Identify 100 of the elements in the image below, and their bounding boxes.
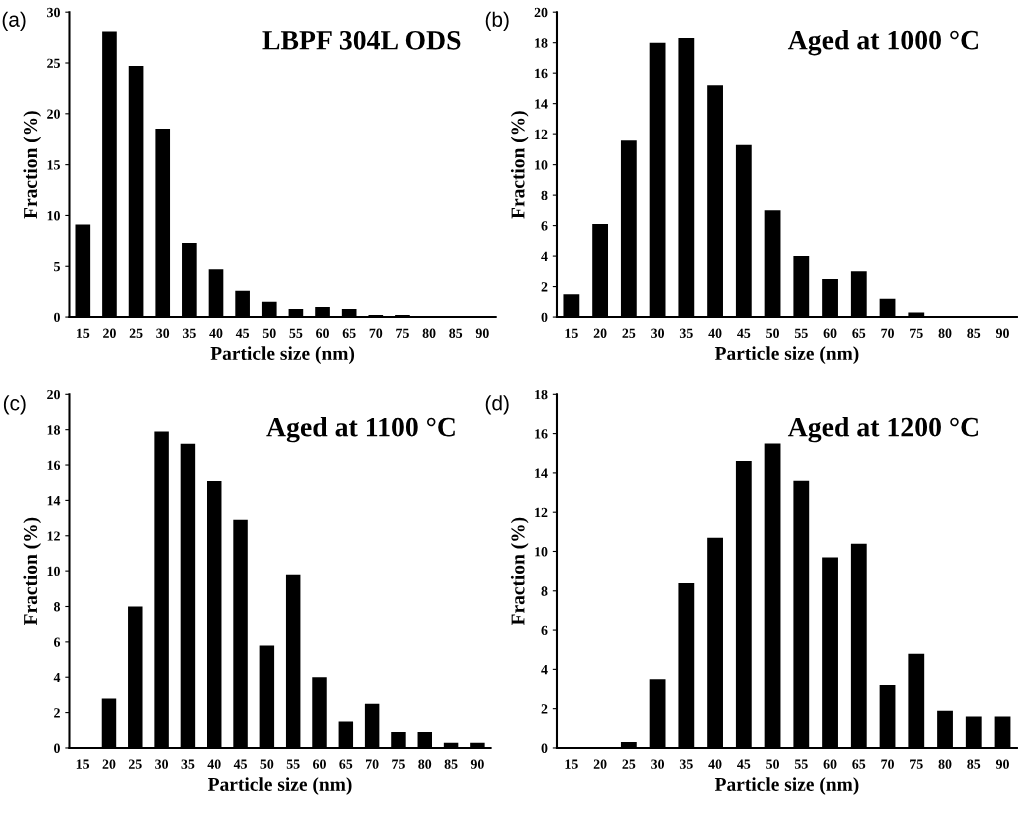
x-tick-label: 70 xyxy=(365,759,379,769)
y-tick-label: 8 xyxy=(541,586,548,596)
x-tick-label: 20 xyxy=(593,759,607,769)
x-tick-label: 80 xyxy=(418,759,432,769)
x-axis-title: Particle size (nm) xyxy=(210,346,355,364)
x-tick-label: 70 xyxy=(881,759,894,769)
x-tick-label: 45 xyxy=(737,759,751,769)
y-tick-label: 30 xyxy=(47,7,60,18)
y-tick-label: 8 xyxy=(53,602,61,612)
x-tick-label: 55 xyxy=(794,328,808,338)
annotation: (d) xyxy=(485,395,509,415)
x-tick-label: 60 xyxy=(823,759,837,769)
text: Aged at 1000 °C xyxy=(787,29,978,56)
x-tick-label: 40 xyxy=(708,759,722,769)
y-tick-label: 15 xyxy=(47,160,60,170)
y-tick-label: 18 xyxy=(535,38,548,48)
x-tick-label: 55 xyxy=(286,759,300,769)
x-tick-label: 45 xyxy=(233,759,247,769)
y-tick-label: 20 xyxy=(534,7,548,18)
x-tick-label: 80 xyxy=(422,328,436,338)
y-tick-label: 20 xyxy=(47,389,60,400)
x-tick-label: 70 xyxy=(881,328,894,338)
x-tick-label: 25 xyxy=(129,328,143,338)
y-axis-title: Fraction (%) xyxy=(23,517,42,626)
x-tick-label: 85 xyxy=(967,328,981,338)
text: LBPF 304L ODS xyxy=(262,30,461,50)
x-tick-label: 15 xyxy=(565,759,578,769)
x-tick-label: 25 xyxy=(128,759,142,769)
y-axis-title: Fraction (%) xyxy=(510,111,529,219)
x-tick-label: 60 xyxy=(316,328,329,338)
x-tick-label: 35 xyxy=(679,328,693,338)
y-tick-label: 18 xyxy=(535,389,548,400)
y-tick-label: 20 xyxy=(47,109,60,119)
x-tick-label: 50 xyxy=(262,328,276,338)
x-tick-label: 75 xyxy=(392,759,405,769)
x-tick-label: 85 xyxy=(449,328,463,338)
x-tick-label: 20 xyxy=(103,328,116,338)
x-tick-label: 60 xyxy=(823,328,837,338)
x-tick-label: 40 xyxy=(708,328,722,338)
y-tick-label: 14 xyxy=(535,99,548,109)
x-tick-label: 35 xyxy=(182,328,196,338)
x-tick-label: 65 xyxy=(852,328,866,338)
x-tick-label: 85 xyxy=(444,759,458,769)
y-tick-label: 16 xyxy=(535,429,548,439)
x-tick-label: 40 xyxy=(207,759,221,769)
x-tick-label: 50 xyxy=(766,759,779,769)
x-tick-label: 90 xyxy=(475,328,489,338)
y-tick-label: 14 xyxy=(535,468,548,478)
y-tick-label: 12 xyxy=(535,129,548,139)
x-tick-label: 35 xyxy=(181,759,195,769)
y-tick-label: 0 xyxy=(54,312,60,323)
x-tick-label: 70 xyxy=(369,328,383,338)
text: Aged at 1100 °C xyxy=(266,416,455,443)
y-tick-label: 25 xyxy=(47,58,60,68)
x-tick-label: 50 xyxy=(260,759,274,769)
y-tick-label: 4 xyxy=(541,665,548,675)
annotation: (b) xyxy=(485,11,509,32)
x-axis-title: Particle size (nm) xyxy=(714,777,859,795)
x-tick-label: 75 xyxy=(910,759,923,769)
y-tick-label: 5 xyxy=(54,261,60,272)
x-tick-label: 30 xyxy=(156,328,170,338)
x-tick-label: 20 xyxy=(593,328,607,338)
y-tick-label: 6 xyxy=(54,637,61,647)
y-tick-label: 6 xyxy=(541,625,548,636)
x-tick-label: 90 xyxy=(995,759,1009,769)
x-tick-label: 60 xyxy=(313,759,326,769)
y-tick-label: 6 xyxy=(541,221,548,231)
y-tick-label: 18 xyxy=(47,425,61,435)
x-tick-label: 65 xyxy=(852,759,866,769)
y-tick-label: 10 xyxy=(47,211,60,221)
y-tick-label: 14 xyxy=(47,496,61,506)
x-tick-label: 55 xyxy=(794,759,808,769)
y-tick-label: 4 xyxy=(541,251,548,261)
x-tick-label: 75 xyxy=(396,328,409,338)
x-axis-title: Particle size (nm) xyxy=(208,777,352,795)
y-tick-label: 0 xyxy=(54,743,60,753)
y-tick-label: 2 xyxy=(541,704,548,714)
y-tick-label: 16 xyxy=(535,68,548,79)
y-axis-title: Fraction (%) xyxy=(23,111,42,219)
text: Aged at 1200 °C xyxy=(787,416,978,443)
x-axis-title: Particle size (nm) xyxy=(714,346,859,364)
x-tick-label: 80 xyxy=(938,759,952,769)
y-tick-label: 10 xyxy=(535,547,548,557)
y-tick-label: 12 xyxy=(47,531,60,541)
x-tick-label: 45 xyxy=(737,328,751,338)
x-tick-label: 30 xyxy=(651,328,665,338)
x-tick-label: 25 xyxy=(622,328,636,338)
x-tick-label: 15 xyxy=(76,759,90,769)
x-tick-label: 30 xyxy=(155,759,169,769)
x-tick-label: 35 xyxy=(679,759,693,769)
y-tick-label: 10 xyxy=(47,566,60,577)
y-tick-label: 8 xyxy=(541,190,548,201)
x-tick-label: 40 xyxy=(209,328,223,338)
x-tick-label: 75 xyxy=(910,328,923,338)
x-tick-label: 90 xyxy=(995,328,1009,338)
x-tick-label: 20 xyxy=(102,759,116,769)
x-tick-label: 45 xyxy=(235,328,250,338)
x-tick-label: 65 xyxy=(342,328,356,338)
x-tick-label: 85 xyxy=(967,759,981,769)
x-tick-label: 25 xyxy=(622,759,636,769)
